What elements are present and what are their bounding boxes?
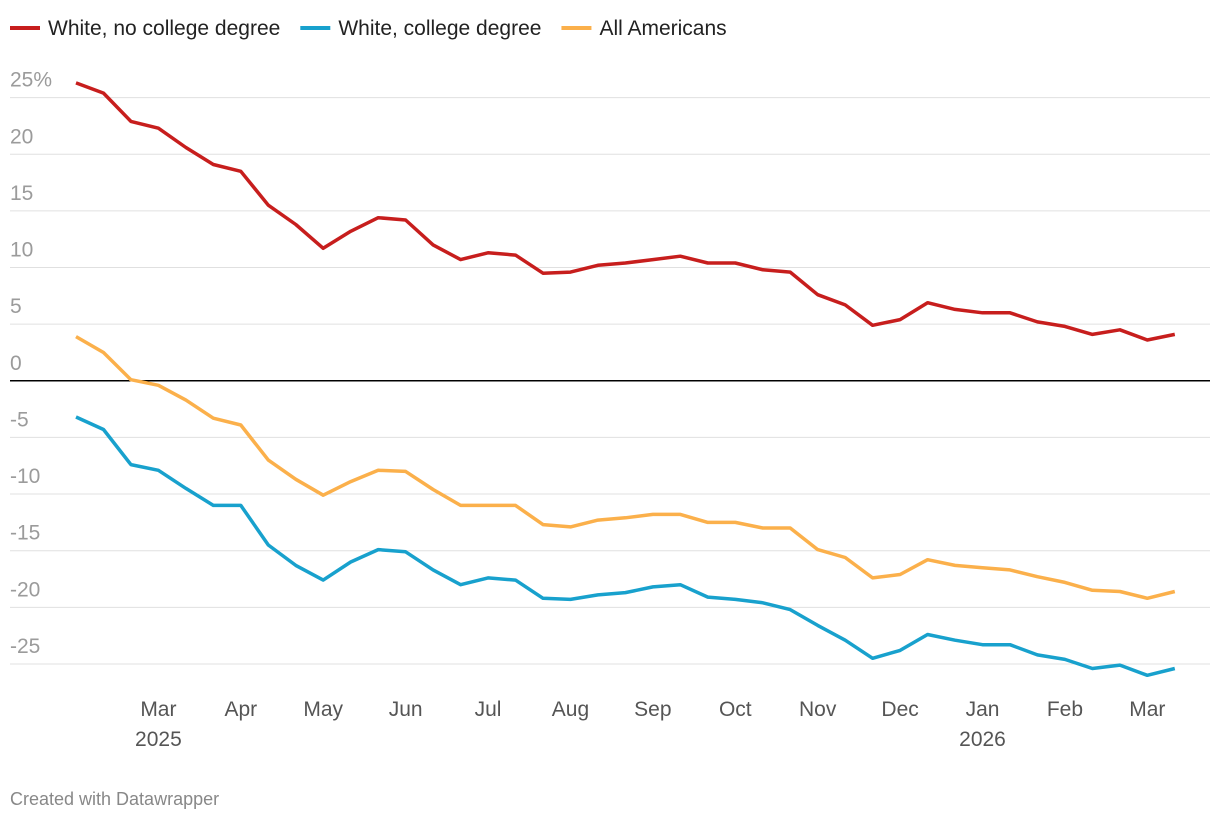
x-tick-label: Oct — [719, 698, 752, 721]
x-tick-label: Jan 2026 — [959, 698, 1006, 751]
y-tick-label: 20 — [10, 125, 33, 148]
y-tick-label: 25% — [10, 69, 52, 92]
y-tick-label: -25 — [10, 635, 40, 658]
series-line — [75, 415, 1176, 678]
legend: White, no college degree White, college d… — [10, 17, 727, 40]
x-tick-label: Apr — [224, 698, 257, 721]
y-tick-label: -20 — [10, 578, 40, 601]
y-tick-label: -15 — [10, 522, 40, 545]
legend-label: White, college degree — [338, 17, 541, 40]
x-tick-label: May — [303, 698, 343, 721]
y-tick-label: 15 — [10, 182, 33, 205]
legend-label: White, no college degree — [48, 17, 280, 40]
footer: Created with Datawrapper — [10, 789, 219, 809]
x-tick-label: Sep — [634, 698, 671, 721]
x-tick-label: Feb — [1047, 698, 1083, 721]
series-line — [75, 81, 1176, 342]
x-tick-label: Nov — [799, 698, 837, 721]
y-tick-label: 5 — [10, 295, 22, 318]
x-tick-label: Aug — [552, 698, 589, 721]
x-tick-label: Mar — [1129, 698, 1165, 721]
y-tick-label: 0 — [10, 352, 22, 375]
x-tick-label: Mar 2025 — [135, 698, 182, 751]
x-tick-label: Jul — [475, 698, 502, 721]
y-tick-label: 10 — [10, 239, 33, 262]
legend-label: All Americans — [599, 17, 726, 40]
y-tick-label: -5 — [10, 408, 29, 431]
series-line — [75, 335, 1176, 601]
x-tick-label: Jun — [389, 698, 423, 721]
x-tick-label: Dec — [881, 698, 918, 721]
y-tick-label: -10 — [10, 465, 40, 488]
